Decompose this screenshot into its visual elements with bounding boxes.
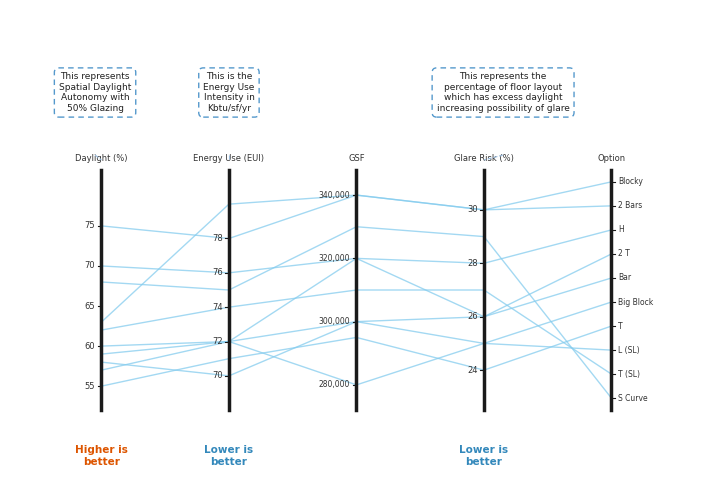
Text: 340,000: 340,000 (319, 190, 350, 200)
Text: 55: 55 (84, 382, 95, 390)
Text: Lower is
better: Lower is better (459, 445, 508, 466)
Text: Blocky: Blocky (618, 178, 643, 186)
Text: 70: 70 (84, 262, 95, 270)
Text: L (SL): L (SL) (618, 346, 640, 354)
Text: 280,000: 280,000 (319, 380, 350, 390)
Text: 75: 75 (84, 222, 95, 230)
Text: Energy Use (EUI): Energy Use (EUI) (193, 154, 264, 162)
Text: 78: 78 (212, 234, 222, 243)
Text: 76: 76 (212, 268, 222, 278)
Text: Daylight (%): Daylight (%) (75, 154, 128, 162)
Text: 30: 30 (467, 206, 478, 214)
Text: 72: 72 (212, 337, 222, 346)
Text: 65: 65 (84, 302, 95, 310)
Text: Higher is
better: Higher is better (75, 445, 128, 466)
Text: 2 T: 2 T (618, 250, 630, 258)
Text: 300,000: 300,000 (319, 317, 350, 326)
Text: 2 Bars: 2 Bars (618, 202, 642, 210)
Text: S Curve: S Curve (618, 394, 648, 402)
Text: This represents
Spatial Daylight
Autonomy with
50% Glazing: This represents Spatial Daylight Autonom… (59, 72, 131, 112)
Text: 24: 24 (467, 366, 478, 374)
Text: Bar: Bar (618, 274, 631, 282)
Text: Lower is
better: Lower is better (204, 445, 253, 466)
Text: Option: Option (597, 154, 626, 162)
Text: Big Block: Big Block (618, 298, 653, 306)
Text: Glare Risk (%): Glare Risk (%) (454, 154, 514, 162)
Text: 28: 28 (467, 259, 478, 268)
Text: T: T (618, 322, 623, 330)
Text: This is the
Energy Use
Intensity in
Kbtu/sf/yr: This is the Energy Use Intensity in Kbtu… (203, 72, 255, 112)
Text: 74: 74 (212, 302, 222, 312)
Text: 70: 70 (212, 372, 222, 380)
Text: H: H (618, 226, 623, 234)
Text: 26: 26 (467, 312, 478, 321)
Text: T (SL): T (SL) (618, 370, 640, 378)
Text: GSF: GSF (348, 154, 365, 162)
Text: 320,000: 320,000 (319, 254, 350, 263)
Text: This represents the
percentage of floor layout
which has excess daylight
increas: This represents the percentage of floor … (437, 72, 569, 112)
Text: 60: 60 (84, 342, 95, 350)
